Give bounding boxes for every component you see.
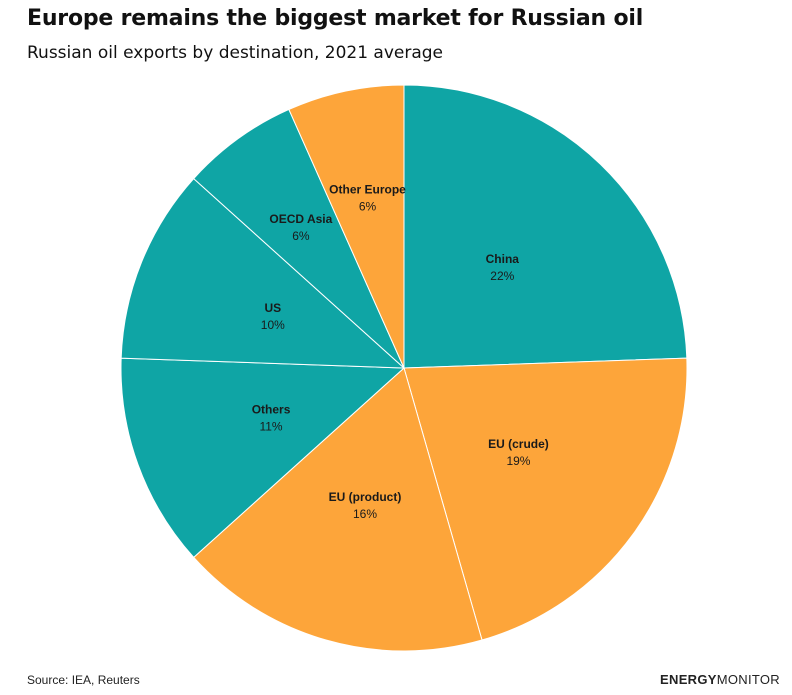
- pie-slice-eu-crude: [403, 357, 688, 641]
- pie-slice-eu-product: [192, 367, 483, 652]
- pie-slice-others: [120, 357, 406, 559]
- slice-value-others: 11%: [259, 419, 282, 433]
- slice-value-eu-crude: 19%: [506, 454, 530, 468]
- slice-value-other-europe: 6%: [359, 199, 377, 213]
- slice-label-eu-product: EU (product): [329, 490, 402, 504]
- brand-logo: ENERGYMONITOR: [660, 672, 780, 687]
- slice-value-china: 22%: [490, 269, 514, 283]
- pie-slice-oecd-asia: [192, 108, 405, 369]
- slice-label-other-europe: Other Europe: [329, 182, 406, 196]
- brand-logo-light: MONITOR: [716, 672, 780, 687]
- pie-slice-other-europe: [288, 84, 405, 369]
- chart-subtitle: Russian oil exports by destination, 2021…: [27, 43, 444, 63]
- pie-slice-us: [120, 177, 406, 369]
- slice-value-oecd-asia: 6%: [292, 229, 310, 243]
- slice-label-us: US: [264, 301, 281, 315]
- chart-title: Europe remains the biggest market for Ru…: [27, 6, 644, 31]
- slice-label-oecd-asia: OECD Asia: [269, 212, 332, 226]
- slice-value-us: 10%: [261, 318, 285, 332]
- source-note: Source: IEA, Reuters: [27, 673, 140, 687]
- slice-label-others: Others: [252, 402, 291, 416]
- pie-slice-china: [403, 84, 688, 369]
- slice-value-eu-product: 16%: [353, 507, 377, 521]
- slice-label-eu-crude: EU (crude): [488, 437, 549, 451]
- slice-label-china: China: [486, 252, 520, 266]
- brand-logo-bold: ENERGY: [660, 672, 717, 687]
